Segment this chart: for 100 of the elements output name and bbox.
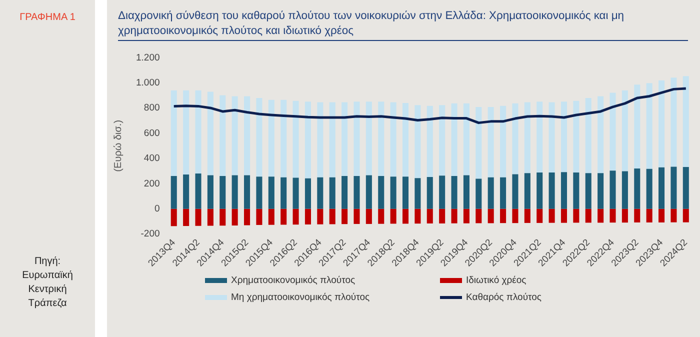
bar <box>232 208 238 226</box>
bar <box>476 178 482 209</box>
bar <box>560 102 568 172</box>
y-tick-label: 200 <box>144 178 160 190</box>
y-tick-label: -200 <box>140 228 160 240</box>
bar <box>329 208 336 224</box>
bar <box>622 171 628 209</box>
bar <box>476 106 482 179</box>
bar <box>342 176 348 209</box>
legend-label: Χρηματοοικονομικός πλούτος <box>230 275 356 286</box>
bar <box>220 95 226 176</box>
bar <box>280 177 287 209</box>
bar <box>536 208 543 223</box>
bar <box>500 177 506 209</box>
bar <box>170 208 177 226</box>
bar <box>280 100 287 178</box>
bar <box>366 175 372 209</box>
bar <box>207 208 214 226</box>
bar <box>232 96 238 176</box>
bar <box>317 208 324 224</box>
bar <box>560 172 568 209</box>
bar <box>390 208 396 224</box>
bar <box>342 208 348 224</box>
bar <box>682 208 689 222</box>
bar <box>488 208 494 224</box>
bar <box>195 173 202 209</box>
bar <box>524 102 530 174</box>
bar <box>426 208 433 224</box>
bar <box>610 170 616 209</box>
bar <box>366 102 372 176</box>
bar <box>414 105 421 178</box>
bar <box>646 208 652 222</box>
bar <box>390 176 396 209</box>
y-tick-label: 600 <box>144 128 160 139</box>
bar <box>256 176 262 209</box>
bar <box>304 208 311 224</box>
bar <box>512 208 518 224</box>
bar <box>390 102 396 177</box>
bar <box>426 176 433 209</box>
bar <box>207 175 214 209</box>
bar <box>476 208 482 224</box>
bar <box>354 176 360 209</box>
bar <box>524 173 530 209</box>
bar <box>646 168 652 209</box>
y-tick-label: 1.000 <box>136 78 160 89</box>
chart-title: Διαχρονική σύνθεση του καθαρού πλούτου των νοικοκυριών στην Ελλάδα: Χρηματοοικονομικός και μη χρηματοοικονομικός πλούτος και ιδιωτικό χρέος <box>118 9 688 41</box>
bar <box>292 100 299 178</box>
bar <box>256 208 262 225</box>
bar <box>463 103 470 176</box>
bar <box>183 90 190 174</box>
bar <box>536 172 543 209</box>
bar <box>414 178 421 209</box>
bar <box>451 176 458 209</box>
bar <box>329 102 336 178</box>
bar <box>244 208 250 226</box>
bar <box>402 208 409 224</box>
bar <box>682 167 689 209</box>
bar <box>329 177 336 209</box>
bar <box>670 208 677 222</box>
bar <box>463 175 470 209</box>
bar <box>402 103 409 177</box>
bar <box>634 168 640 209</box>
bar <box>658 80 665 168</box>
bar <box>634 84 640 169</box>
y-axis-title: (Ευρώ δισ.) <box>112 120 124 172</box>
bar <box>512 174 518 209</box>
bar <box>573 100 580 172</box>
bar <box>548 208 555 223</box>
text: ΓΡΑΦΗΜΑ 1 <box>18 12 76 23</box>
bar <box>268 176 274 209</box>
text: Πηγή: Ευρωπαϊκή Κεντρική Τράπεζα <box>21 255 74 311</box>
bar <box>170 176 177 209</box>
bar <box>220 176 226 209</box>
bar <box>524 208 530 223</box>
bar <box>670 78 677 167</box>
bar <box>548 172 555 209</box>
bar <box>207 92 214 176</box>
bar <box>317 177 324 209</box>
bar <box>536 102 543 172</box>
bar <box>500 208 506 224</box>
y-tick-label: 0 <box>154 203 160 214</box>
bar <box>439 208 446 224</box>
bar <box>488 106 494 178</box>
bar <box>622 90 628 172</box>
bar <box>354 102 360 176</box>
bar <box>500 106 506 178</box>
bar <box>378 176 384 209</box>
bar <box>573 172 580 209</box>
bar <box>439 105 446 176</box>
bar <box>646 83 652 169</box>
bar <box>183 174 190 209</box>
bar <box>256 98 262 177</box>
bar <box>244 96 250 176</box>
legend-label: Μη χρηματοοικονομικός πλούτος <box>230 292 371 303</box>
bar <box>195 208 202 226</box>
bar <box>451 103 458 176</box>
y-tick-label: 400 <box>144 153 160 164</box>
bar <box>292 208 299 225</box>
bar <box>414 208 421 224</box>
bar <box>512 103 518 174</box>
